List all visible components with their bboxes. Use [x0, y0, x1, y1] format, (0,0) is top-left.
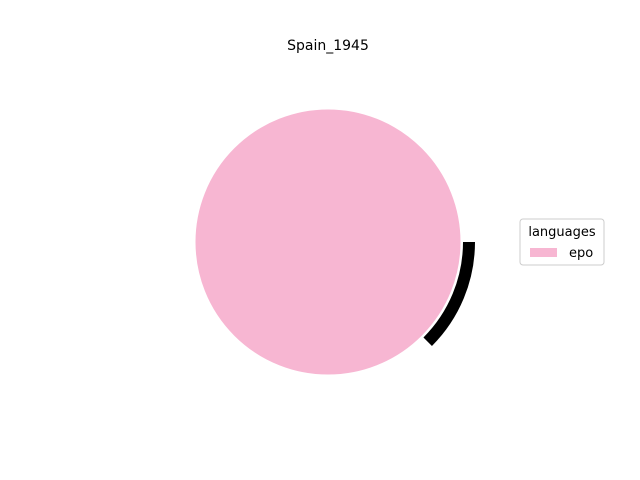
chart-title: Spain_1945 — [287, 38, 369, 54]
legend-swatch-epo — [530, 248, 557, 257]
legend-label-epo: epo — [569, 246, 593, 261]
legend-title: languages — [528, 225, 596, 240]
accent-arc — [423, 242, 475, 346]
legend: languages epo — [519, 218, 605, 266]
pie-slice-epo — [194, 108, 462, 376]
pie-slices — [194, 108, 462, 376]
